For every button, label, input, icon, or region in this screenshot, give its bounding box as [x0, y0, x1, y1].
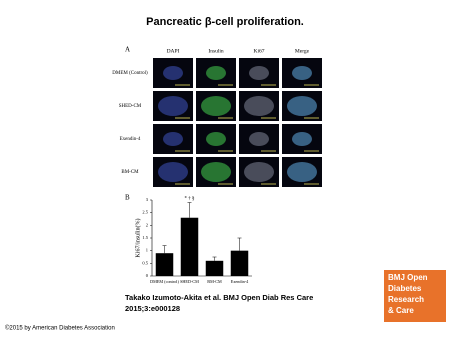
y-tick-label: 1 [146, 248, 148, 253]
row-label: DMEM (Control) [112, 71, 148, 76]
micrograph-cells [201, 162, 231, 182]
column-header: Ki67 [254, 48, 265, 54]
row-label: SHED-CM [119, 104, 142, 109]
y-tick-label: 0 [146, 273, 149, 278]
bar [180, 217, 199, 276]
logo-text: Research [388, 295, 424, 304]
micrograph [239, 157, 279, 187]
column-header: Merge [295, 48, 310, 54]
micrograph [239, 124, 279, 154]
column-header: DAPI [167, 48, 180, 54]
logo-text: & Care [388, 306, 414, 315]
micrograph-cells [292, 66, 312, 80]
micrograph-cells [206, 66, 226, 80]
micrograph [239, 91, 279, 121]
x-tick-label: SHED-CM [180, 279, 199, 284]
panel-label: A [125, 46, 130, 54]
row-label: BM-CM [121, 170, 139, 175]
y-tick-label: 2 [146, 222, 148, 227]
micrograph-cells [163, 132, 183, 146]
journal-logo [384, 270, 446, 322]
micrograph-cells [163, 66, 183, 80]
micrograph-cells [158, 162, 188, 182]
x-tick-label: DMEM (control) [150, 279, 179, 284]
y-tick-label: 3 [146, 197, 149, 202]
row-label: Exendin-4 [120, 137, 141, 142]
micrograph [239, 58, 279, 88]
bar [205, 260, 224, 276]
bar [155, 253, 174, 276]
logo-text: BMJ Open [388, 273, 428, 282]
logo-text: Diabetes [388, 284, 422, 293]
micrograph-cells [249, 132, 269, 146]
slide-title: Pancreatic β-cell proliferation. [146, 16, 304, 28]
x-tick-label: BM-CM [207, 279, 222, 284]
x-tick-label: Exendin-4 [231, 279, 249, 284]
citation: Takako Izumoto-Akita et al. BMJ Open Dia… [125, 293, 313, 302]
bar [230, 250, 249, 276]
significance-annotation: * † § [185, 197, 196, 202]
micrograph-cells [292, 132, 312, 146]
micrograph-cells [244, 162, 274, 182]
y-tick-label: 0.5 [142, 260, 148, 265]
micrograph-cells [287, 96, 317, 116]
micrograph-cells [249, 66, 269, 80]
y-tick-label: 1.5 [142, 235, 148, 240]
column-header: Insulin [208, 48, 224, 54]
copyright: ©2015 by American Diabetes Association [5, 325, 115, 332]
micrograph-cells [158, 96, 188, 116]
y-tick-label: 2.5 [142, 210, 148, 215]
micrograph-cells [206, 132, 226, 146]
micrograph-cells [287, 162, 317, 182]
panel-label: B [125, 194, 130, 202]
citation: 2015;3:e000128 [125, 304, 180, 313]
y-axis-label: Ki67/insulin(%) [134, 219, 141, 258]
micrograph-cells [201, 96, 231, 116]
micrograph-cells [244, 96, 274, 116]
